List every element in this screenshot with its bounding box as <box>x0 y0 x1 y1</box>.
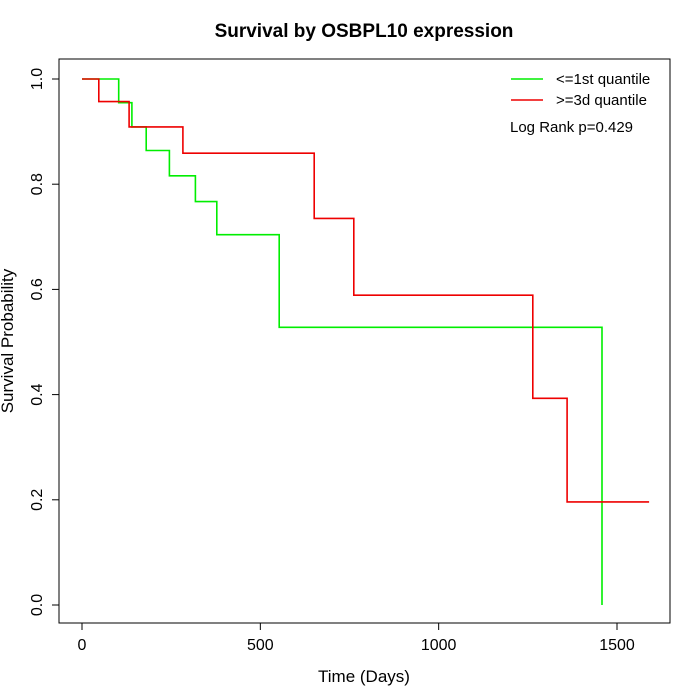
series-line-low <box>82 78 603 605</box>
legend: <=1st quantile >=3d quantile Log Rank p=… <box>510 71 650 136</box>
logrank-annotation: Log Rank p=0.429 <box>510 119 633 136</box>
x-tick-label: 0 <box>78 637 87 654</box>
y-tick-label: 0.6 <box>29 278 46 300</box>
legend-label-high: >=3d quantile <box>556 92 647 109</box>
y-tick-label: 0.8 <box>29 173 46 195</box>
y-axis-label: Survival Probability <box>0 268 17 413</box>
x-axis-label: Time (Days) <box>318 667 410 686</box>
x-tick-label: 500 <box>247 637 274 654</box>
chart-title: Survival by OSBPL10 expression <box>215 21 514 42</box>
x-axis: 0 500 1000 1500 <box>78 622 635 654</box>
legend-label-low: <=1st quantile <box>556 71 650 88</box>
series-line-high <box>82 78 650 503</box>
y-axis: 0.0 0.2 0.4 0.6 0.8 1.0 <box>29 68 60 616</box>
series-layer <box>82 78 650 605</box>
y-tick-label: 1.0 <box>29 68 46 90</box>
x-tick-label: 1000 <box>421 637 457 654</box>
y-tick-label: 0.0 <box>29 594 46 616</box>
y-tick-label: 0.2 <box>29 489 46 511</box>
y-tick-label: 0.4 <box>29 383 46 405</box>
plot-frame <box>58 58 671 624</box>
x-tick-label: 1500 <box>599 637 635 654</box>
